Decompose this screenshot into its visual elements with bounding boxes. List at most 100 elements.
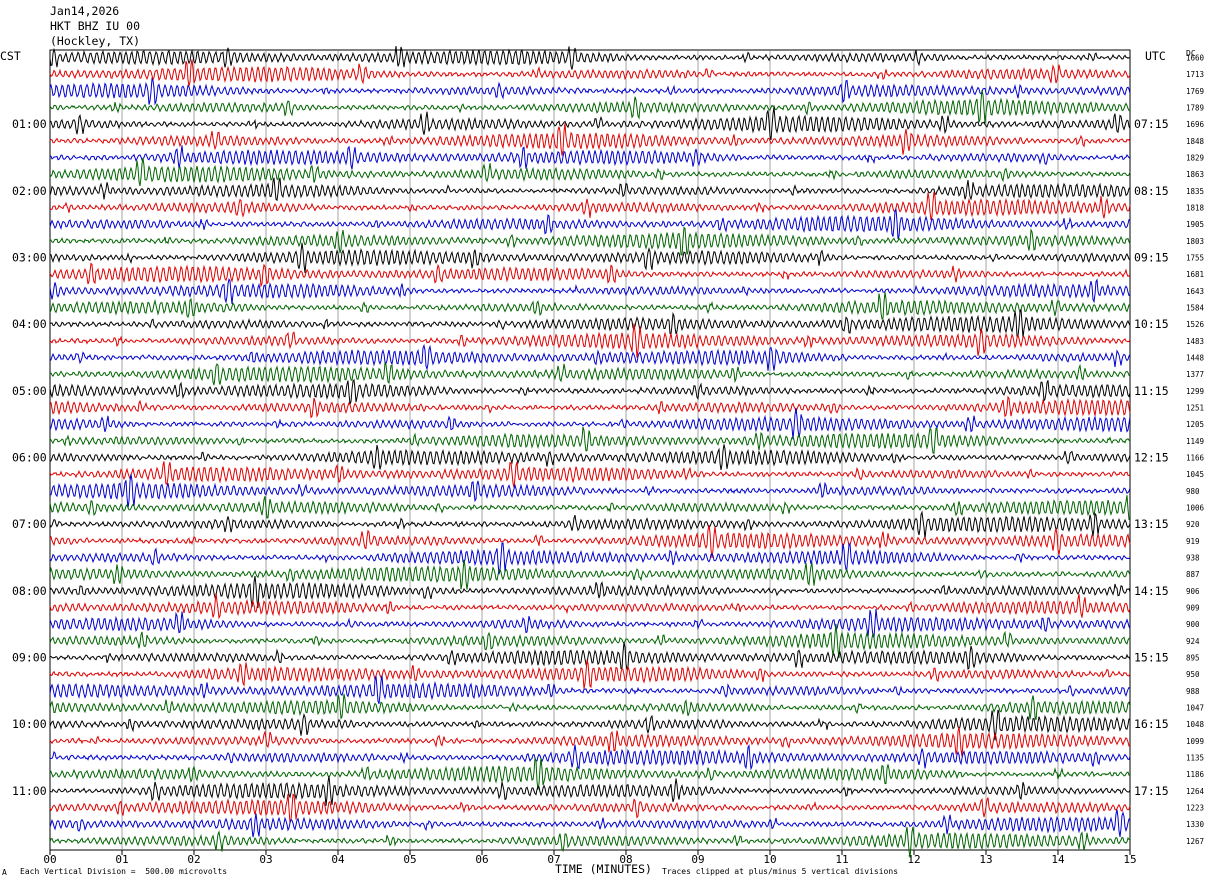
seismogram-trace: [49, 709, 1131, 741]
dc-offset-label: 1905: [1186, 220, 1204, 229]
dc-offset-label: 988: [1186, 687, 1200, 696]
seismogram-trace: [49, 426, 1131, 454]
x-tick-label: 10: [763, 853, 776, 866]
dc-column-title: DC: [1186, 49, 1196, 58]
dc-offset-label: 1803: [1186, 237, 1204, 246]
utc-hour-label: 10:15: [1134, 317, 1169, 331]
dc-offset-label: 1643: [1186, 287, 1204, 296]
cst-hour-label: 11:00: [12, 784, 47, 798]
dc-offset-label: 1099: [1186, 737, 1204, 746]
x-tick-label: 00: [43, 853, 56, 866]
cst-hour-label: 06:00: [12, 451, 47, 465]
dc-offset-label: 906: [1186, 587, 1200, 596]
cst-hour-label: 10:00: [12, 717, 47, 731]
seismogram-trace: [49, 343, 1131, 371]
seismogram-trace: [49, 495, 1131, 521]
dc-offset-label: 1264: [1186, 787, 1205, 796]
utc-hour-label: 14:15: [1134, 584, 1169, 598]
seismogram-trace: [49, 191, 1131, 221]
utc-hour-label: 08:15: [1134, 184, 1169, 198]
x-tick-label: 08: [619, 853, 632, 866]
dc-offset-label: 1267: [1186, 837, 1204, 846]
dc-offset-label: 909: [1186, 604, 1200, 613]
cst-hour-label: 07:00: [12, 517, 47, 531]
utc-hour-label: 17:15: [1134, 784, 1169, 798]
seismogram-trace: [49, 208, 1131, 239]
dc-offset-label: 1149: [1186, 437, 1204, 446]
x-tick-label: 15: [1123, 853, 1136, 866]
dc-offset-label: 1045: [1186, 470, 1204, 479]
seismogram-trace: [49, 793, 1131, 823]
dc-offset-label: 1829: [1186, 154, 1204, 163]
cst-hour-label: 02:00: [12, 184, 47, 198]
seismogram-trace: [49, 608, 1131, 638]
dc-offset-label: 1755: [1186, 254, 1204, 263]
cst-hour-label: 05:00: [12, 384, 47, 398]
x-tick-label: 04: [331, 853, 345, 866]
seismogram-trace: [49, 461, 1131, 488]
cst-hour-label: 08:00: [12, 584, 47, 598]
plot-frame: [49, 49, 1131, 851]
dc-offset-label: 1789: [1186, 104, 1204, 113]
seismogram-trace: [49, 559, 1131, 590]
dc-offset-label: 887: [1186, 570, 1200, 579]
seismogram-trace: [49, 510, 1131, 539]
dc-offset-label: 938: [1186, 554, 1200, 563]
dc-offset-label: 1135: [1186, 754, 1204, 763]
seismogram-trace: [49, 77, 1131, 106]
x-tick-label: 13: [979, 853, 992, 866]
seismogram-trace: [49, 378, 1131, 405]
cst-hour-label: 03:00: [12, 251, 47, 265]
left-axis-title: CST: [0, 49, 21, 63]
dc-offset-label: 1818: [1186, 204, 1205, 213]
seismogram-trace: [49, 809, 1131, 838]
seismogram-trace: [49, 623, 1131, 659]
x-tick-label: 02: [187, 853, 200, 866]
seismogram-trace: [49, 444, 1131, 470]
cst-hour-label: 01:00: [12, 117, 47, 131]
dc-offset-label: 1006: [1186, 504, 1205, 513]
dc-offset-label: 895: [1186, 654, 1200, 663]
utc-hour-label: 12:15: [1134, 451, 1169, 465]
dc-offset-label: 1448: [1186, 354, 1205, 363]
seismogram-trace: [49, 242, 1131, 273]
seismogram-trace: [49, 323, 1131, 358]
seismogram-trace: [49, 226, 1131, 256]
station-location: (Hockley, TX): [50, 34, 141, 48]
dc-offset-label: 1166: [1186, 454, 1205, 463]
utc-hour-label: 11:15: [1134, 384, 1169, 398]
dc-offset-label: 1863: [1186, 170, 1204, 179]
seismogram-trace: [49, 408, 1131, 440]
seismogram-trace: [49, 575, 1131, 608]
right-axis-title: UTC: [1145, 49, 1166, 63]
x-tick-label: 11: [835, 853, 848, 866]
seismogram-trace: [49, 726, 1130, 757]
seismogram-trace: [49, 262, 1131, 288]
dc-offset-label: 924: [1186, 637, 1200, 646]
seismogram-trace: [49, 775, 1131, 806]
dc-offset-label: 1696: [1186, 120, 1205, 129]
x-tick-label: 03: [259, 853, 272, 866]
dc-offset-label: 980: [1186, 487, 1200, 496]
cst-hour-label: 09:00: [12, 651, 47, 665]
seismogram-trace: [49, 292, 1131, 320]
x-tick-label: 01: [115, 853, 128, 866]
dc-offset-label: 1377: [1186, 370, 1204, 379]
corner-mark: A: [2, 868, 7, 877]
seismogram-trace: [49, 59, 1131, 87]
dc-offset-label: 1483: [1186, 337, 1204, 346]
seismogram-trace: [49, 177, 1131, 202]
utc-hour-label: 07:15: [1134, 117, 1169, 131]
seismogram-trace: [49, 642, 1131, 671]
dc-offset-label: 920: [1186, 520, 1200, 529]
dc-offset-label: 1526: [1186, 320, 1205, 329]
dc-offset-label: 1205: [1186, 420, 1204, 429]
x-tick-label: 12: [907, 853, 920, 866]
seismogram-trace: [49, 474, 1131, 509]
seismogram-trace: [49, 757, 1131, 790]
dc-offset-label: 1223: [1186, 804, 1204, 813]
seismogram-trace: [49, 675, 1131, 704]
dc-offset-label: 1681: [1186, 270, 1204, 279]
seismogram-trace: [49, 145, 1131, 170]
dc-offset-label: 1186: [1186, 770, 1205, 779]
